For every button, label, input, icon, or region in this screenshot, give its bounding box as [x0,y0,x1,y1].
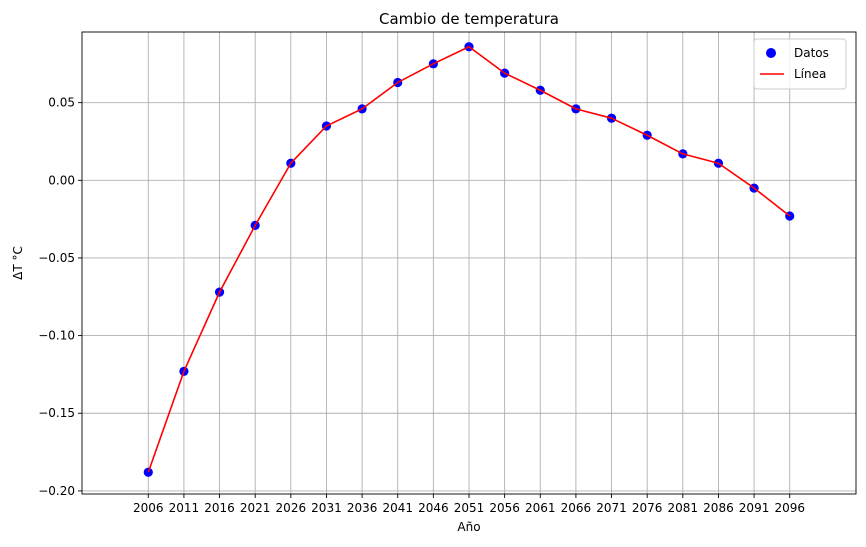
x-tick-label: 2041 [382,501,413,515]
x-tick-label: 2016 [204,501,235,515]
x-tick-label: 2031 [311,501,342,515]
x-tick-label: 2011 [169,501,200,515]
grid-layer [82,32,856,494]
y-tick-label: −0.20 [38,484,75,498]
x-tick-label: 2076 [632,501,663,515]
ticks-layer: 2006 2011 2016 2021 2026 2031 2036 2041 2046 2051… [38,96,805,515]
legend-marker-datos [766,48,776,58]
x-tick-label: 2051 [454,501,485,515]
x-tick-label: 2026 [276,501,307,515]
x-tick-label: 2066 [561,501,592,515]
x-tick-label: 2046 [418,501,449,515]
series-line [147,45,791,473]
y-tick-label: −0.05 [38,251,75,265]
x-axis-label: Año [457,520,480,534]
y-tick-label: −0.15 [38,406,75,420]
series-layer [143,42,795,477]
legend-label-datos: Datos [794,46,829,60]
x-tick-label: 2061 [525,501,556,515]
x-tick-label: 2081 [668,501,699,515]
x-tick-label: 2071 [596,501,627,515]
legend-box [753,38,847,90]
y-tick-label: −0.10 [38,329,75,343]
x-tick-label: 2056 [489,501,520,515]
y-tick-label: 0.05 [48,96,75,110]
x-tick-label: 2036 [347,501,378,515]
x-tick-label: 2086 [703,501,734,515]
x-tick-label: 2091 [739,501,770,515]
legend-label-linea: Línea [794,67,826,81]
x-tick-label: 2096 [774,501,805,515]
chart-title: Cambio de temperatura [379,10,559,28]
y-axis-label: ΔT °C [11,246,25,280]
y-tick-label: 0.00 [48,173,75,187]
x-tick-label: 2021 [240,501,271,515]
legend: Datos Línea [753,38,847,90]
x-tick-label: 2006 [133,501,164,515]
